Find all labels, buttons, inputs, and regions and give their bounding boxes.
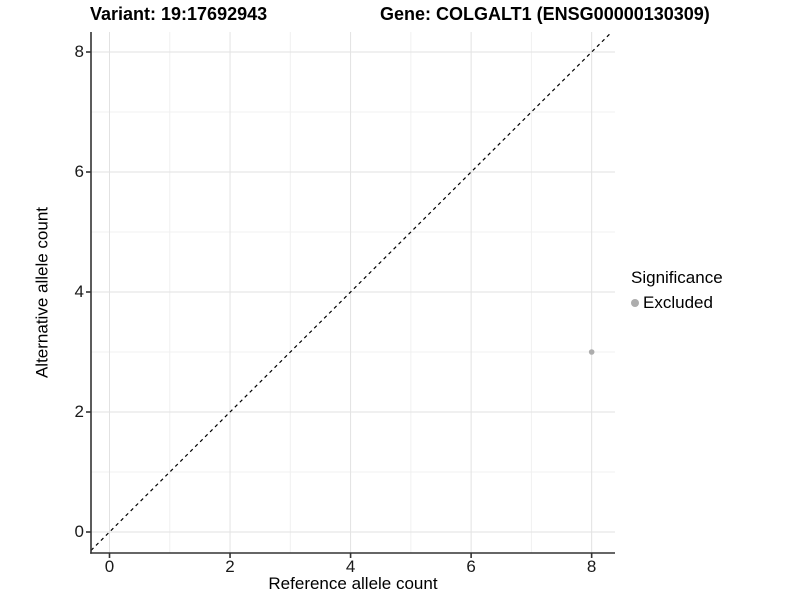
y-tick-label-2: 4: [74, 282, 84, 301]
y-tick-label-1: 2: [74, 402, 84, 421]
legend-item-excluded: Excluded: [631, 293, 723, 313]
x-tick-label-4: 8: [586, 557, 597, 576]
x-tick-label-2: 4: [345, 557, 356, 576]
legend-item-label: Excluded: [643, 293, 713, 312]
identity-line: [90, 31, 613, 551]
x-axis-title: Reference allele count: [268, 574, 438, 593]
y-axis-title: Alternative allele count: [32, 206, 52, 379]
data-point: [588, 349, 595, 355]
excluded-point-icon: [631, 299, 639, 307]
y-tick-label-3: 6: [74, 162, 84, 181]
x-tick-label-1: 2: [225, 557, 235, 576]
variant-title: Variant: 19:17692943: [90, 4, 268, 24]
legend: Significance Excluded: [631, 268, 723, 313]
x-tick-label-0: 0: [104, 557, 115, 576]
gene-title: Gene: COLGALT1 (ENSG00000130309): [380, 4, 710, 24]
y-tick-label-0: 0: [74, 522, 84, 541]
legend-title: Significance: [631, 268, 723, 287]
y-tick-label-4: 8: [74, 42, 84, 61]
x-tick-label-3: 6: [466, 557, 476, 576]
